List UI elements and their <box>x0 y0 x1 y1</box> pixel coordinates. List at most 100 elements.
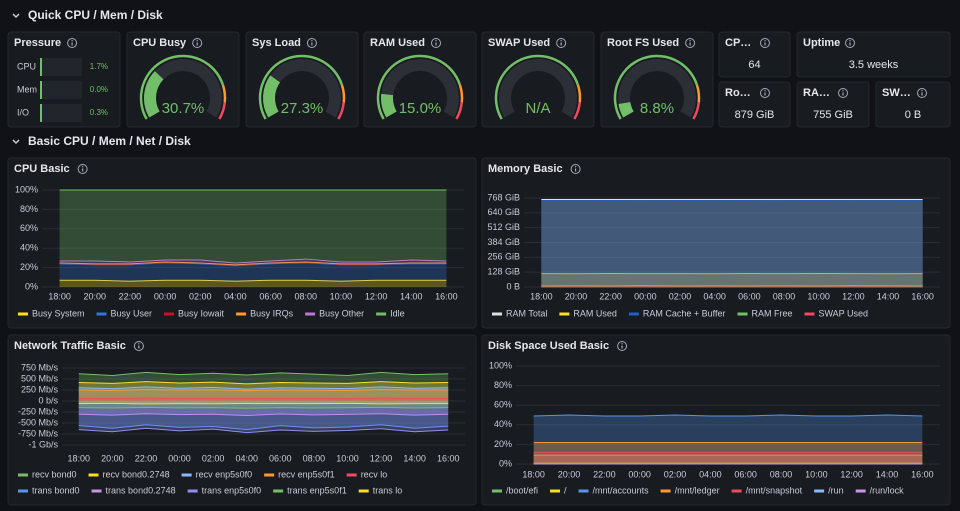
info-icon[interactable] <box>760 38 770 48</box>
info-icon-dot <box>764 40 766 42</box>
x-tick-label: 14:00 <box>400 291 423 301</box>
legend-label[interactable]: SWAP Used <box>819 308 869 318</box>
x-tick-label: 12:00 <box>370 453 393 463</box>
panel <box>7 31 121 128</box>
info-icon-dot <box>71 40 73 42</box>
gauge-threshold <box>337 102 346 120</box>
info-icon[interactable] <box>306 38 317 48</box>
series-line <box>78 381 449 385</box>
gauge-label: 15.0% <box>399 100 442 117</box>
panel <box>7 157 477 329</box>
legend-label[interactable]: trans bond0.2748 <box>106 485 176 495</box>
legend-label[interactable]: /mnt/accounts <box>593 485 650 495</box>
x-tick-label: 00:00 <box>154 291 177 301</box>
legend-label[interactable]: Busy Iowait <box>178 308 225 318</box>
legend-label[interactable]: Busy Other <box>319 308 364 318</box>
legend-label[interactable]: Busy System <box>32 308 85 318</box>
gauge-threshold <box>573 102 582 120</box>
legend-label[interactable]: /run <box>828 485 844 495</box>
series-area <box>78 401 449 409</box>
collapse-chevron[interactable] <box>12 139 20 145</box>
series-area <box>59 259 447 265</box>
panel <box>718 31 791 78</box>
info-icon[interactable] <box>845 38 855 48</box>
series-area <box>59 280 447 287</box>
x-tick-label: 16:00 <box>911 291 934 301</box>
legend-label[interactable]: Busy IRQs <box>250 308 294 318</box>
legend-label[interactable]: / <box>564 485 567 495</box>
y-tick-label: 80% <box>20 204 38 214</box>
info-icon-dot <box>196 40 198 42</box>
legend-label[interactable]: recv lo <box>361 469 388 479</box>
gauge-label: N/A <box>525 100 550 117</box>
legend-label[interactable]: trans lo <box>373 485 403 495</box>
info-icon[interactable] <box>192 38 203 48</box>
legend-label[interactable]: /run/lock <box>870 485 905 495</box>
y-tick-label: 750 Mb/s <box>21 362 59 372</box>
gauge-threshold <box>340 84 346 103</box>
legend-label[interactable]: /mnt/ledger <box>675 485 720 495</box>
section-title[interactable]: Basic CPU / Mem / Net / Disk <box>28 134 191 148</box>
x-tick-label: 14:00 <box>876 469 899 479</box>
legend-label[interactable]: RAM Used <box>573 308 617 318</box>
pressure-track <box>40 81 82 99</box>
x-tick-label: 22:00 <box>135 453 158 463</box>
x-tick-label: 20:00 <box>565 291 588 301</box>
panel <box>481 334 951 506</box>
x-tick-label: 18:00 <box>530 291 553 301</box>
legend-label[interactable]: recv bond0 <box>32 469 77 479</box>
legend-label[interactable]: trans bond0 <box>32 485 80 495</box>
x-tick-label: 00:00 <box>634 291 657 301</box>
legend-label[interactable]: trans enp5s0f1 <box>287 485 347 495</box>
info-icon[interactable] <box>77 164 88 174</box>
legend-label[interactable]: recv bond0.2748 <box>103 469 170 479</box>
legend-label[interactable]: recv enp5s0f1 <box>278 469 335 479</box>
info-icon[interactable] <box>685 38 696 48</box>
y-tick-label: 60% <box>494 400 512 410</box>
info-icon-dot <box>560 40 562 42</box>
x-tick-label: 14:00 <box>403 453 426 463</box>
info-icon[interactable] <box>917 88 927 98</box>
panel-title: RAM Used <box>370 37 425 49</box>
gauge-value <box>618 101 634 118</box>
panel-title: Disk Space Used Basic <box>488 340 609 352</box>
pressure-name: CPU <box>17 61 36 71</box>
x-tick-label: 06:00 <box>738 291 761 301</box>
legend-label[interactable]: recv enp5s0f0 <box>196 469 253 479</box>
legend-label[interactable]: RAM Cache + Buffer <box>643 308 726 318</box>
panel-title: CP… <box>725 37 751 49</box>
info-icon[interactable] <box>67 38 78 48</box>
gauge-label: 30.7% <box>162 100 205 117</box>
legend-label[interactable]: trans enp5s0f0 <box>202 485 262 495</box>
pressure-track <box>40 104 82 122</box>
panel <box>875 81 951 128</box>
stat-value: 755 GiB <box>813 109 853 121</box>
x-tick-label: 12:00 <box>840 469 863 479</box>
x-tick-label: 00:00 <box>628 469 651 479</box>
legend-label[interactable]: /mnt/snapshot <box>746 485 803 495</box>
info-icon[interactable] <box>570 164 581 174</box>
legend-label[interactable]: /boot/efi <box>506 485 538 495</box>
gauge-threshold <box>218 102 227 120</box>
x-tick-label: 04:00 <box>235 453 258 463</box>
x-tick-label: 06:00 <box>259 291 282 301</box>
info-icon[interactable] <box>617 341 628 351</box>
legend-label[interactable]: Idle <box>390 308 405 318</box>
gauge-threshold <box>376 54 462 120</box>
x-tick-label: 06:00 <box>269 453 292 463</box>
gauge-threshold <box>455 102 464 120</box>
info-icon[interactable] <box>838 88 848 98</box>
x-tick-label: 18:00 <box>48 291 71 301</box>
info-icon[interactable] <box>760 88 770 98</box>
legend-label[interactable]: RAM Total <box>506 308 547 318</box>
section-title[interactable]: Quick CPU / Mem / Disk <box>28 8 163 22</box>
collapse-chevron[interactable] <box>12 13 20 19</box>
x-tick-label: 12:00 <box>842 291 865 301</box>
info-icon[interactable] <box>133 341 144 351</box>
x-tick-label: 22:00 <box>599 291 622 301</box>
legend-label[interactable]: Busy User <box>111 308 153 318</box>
info-icon[interactable] <box>556 38 567 48</box>
x-tick-label: 04:00 <box>224 291 247 301</box>
legend-label[interactable]: RAM Free <box>752 308 793 318</box>
info-icon[interactable] <box>431 38 442 48</box>
